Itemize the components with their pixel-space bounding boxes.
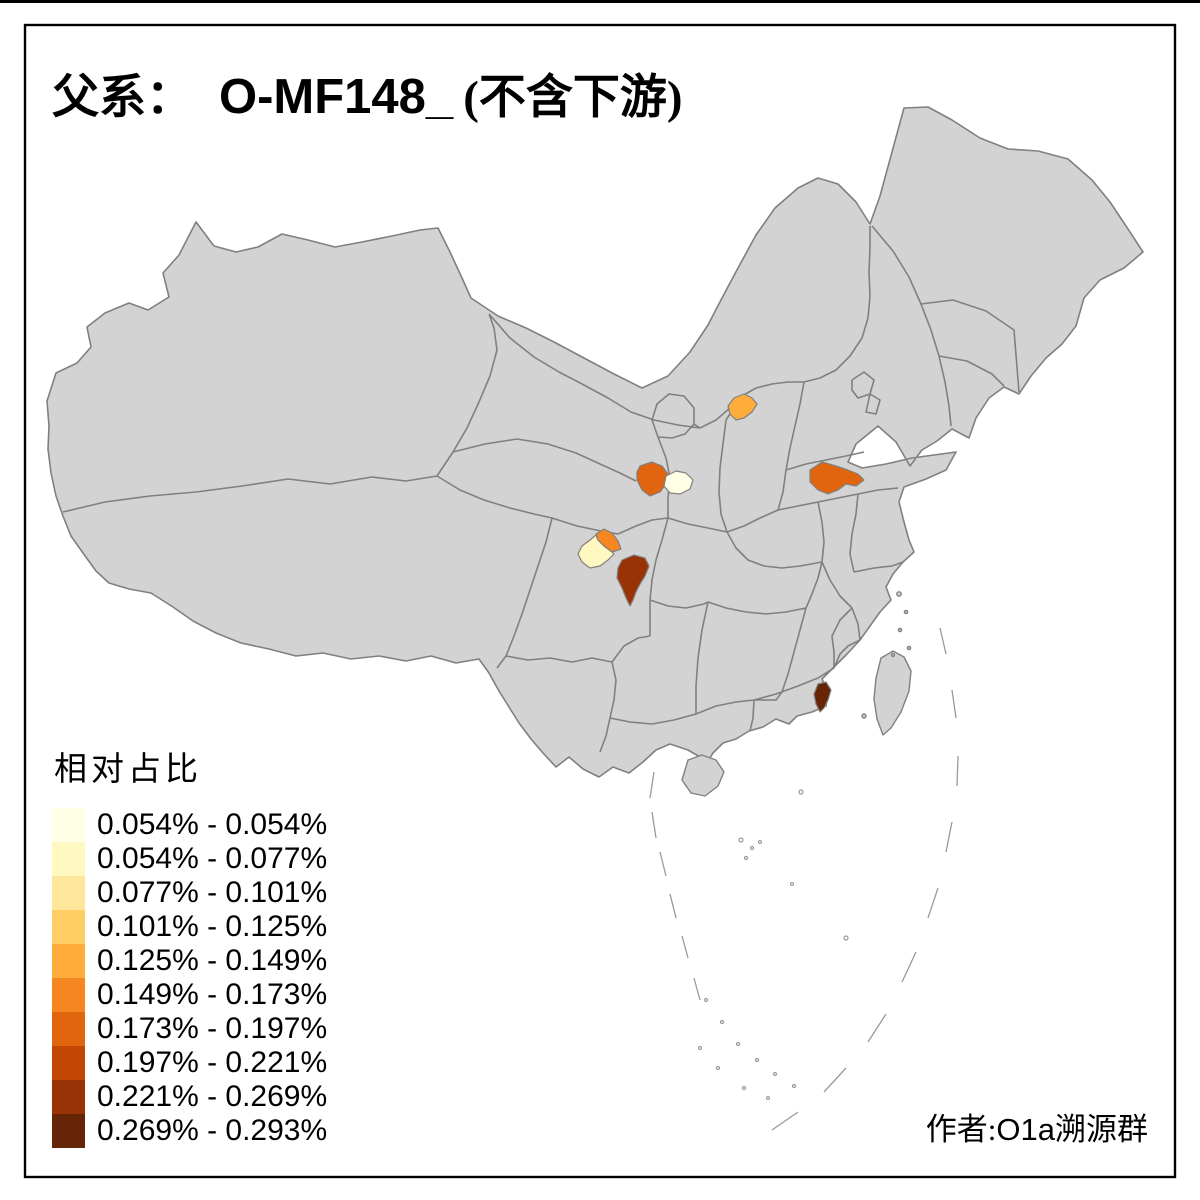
legend-swatch xyxy=(52,1114,85,1148)
legend-swatch xyxy=(52,1080,85,1114)
legend-row: 0.269% - 0.293% xyxy=(52,1114,327,1148)
legend-row: 0.054% - 0.077% xyxy=(52,842,327,876)
legend-label: 0.054% - 0.077% xyxy=(97,842,328,875)
map-title: 父系： O-MF148_ (不含下游) xyxy=(52,58,683,127)
legend-row: 0.173% - 0.197% xyxy=(52,1012,327,1046)
region-southeast-gansu xyxy=(636,461,669,497)
legend-swatch xyxy=(52,876,85,910)
legend-label: 0.173% - 0.197% xyxy=(97,1012,328,1045)
title-prefix: 父系： xyxy=(52,72,193,124)
credit-suffix: 溯源群 xyxy=(1055,1112,1148,1147)
south-china-sea-marks xyxy=(649,627,959,1131)
region-northwest-sichuan-strip xyxy=(595,528,622,553)
highlighted-regions xyxy=(577,393,865,713)
legend-swatch xyxy=(52,944,85,978)
legend-label: 0.054% - 0.054% xyxy=(97,808,328,841)
legend-label: 0.077% - 0.101% xyxy=(97,876,328,909)
credit-latin: O1a xyxy=(996,1112,1055,1147)
legend-row: 0.125% - 0.149% xyxy=(52,944,327,978)
islands xyxy=(681,591,912,797)
legend-title: 相对占比 xyxy=(54,752,202,788)
legend-row: 0.221% - 0.269% xyxy=(52,1080,327,1114)
legend-row: 0.197% - 0.221% xyxy=(52,1046,327,1080)
sea-islets xyxy=(697,789,849,1101)
title-haplogroup: O-MF148_ xyxy=(219,70,454,124)
legend-swatch xyxy=(52,1046,85,1080)
province-borders xyxy=(62,225,1020,753)
legend-swatch xyxy=(52,808,85,842)
author-credit: 作者:O1a溯源群 xyxy=(926,1104,1148,1149)
legend-swatch xyxy=(52,910,85,944)
taiwan-island xyxy=(873,650,912,736)
legend-label: 0.125% - 0.149% xyxy=(97,944,328,977)
legend-row: 0.054% - 0.054% xyxy=(52,808,327,842)
legend-label: 0.197% - 0.221% xyxy=(97,1046,328,1079)
china-mainland xyxy=(46,106,1144,778)
region-south-sichuan xyxy=(616,554,650,607)
title-suffix: (不含下游) xyxy=(463,72,683,124)
legend-label: 0.149% - 0.173% xyxy=(97,978,328,1011)
legend: 相对占比 0.054% - 0.054% 0.054% - 0.077% 0.0… xyxy=(52,742,327,1148)
credit-prefix: 作者: xyxy=(925,1112,997,1147)
legend-label: 0.269% - 0.293% xyxy=(97,1114,328,1147)
nine-dash-line xyxy=(649,627,959,1131)
region-southwest-shandong xyxy=(809,461,865,495)
legend-row: 0.077% - 0.101% xyxy=(52,876,327,910)
legend-row: 0.101% - 0.125% xyxy=(52,910,327,944)
hainan-island xyxy=(681,754,725,797)
legend-label: 0.221% - 0.269% xyxy=(97,1080,328,1113)
legend-row: 0.149% - 0.173% xyxy=(52,978,327,1012)
region-central-shanxi xyxy=(727,393,758,421)
window-top-edge xyxy=(0,0,1200,3)
region-west-shaanxi xyxy=(663,470,694,495)
legend-swatch xyxy=(52,978,85,1012)
region-east-guangdong xyxy=(813,681,832,713)
legend-swatch xyxy=(52,1012,85,1046)
legend-swatch xyxy=(52,842,85,876)
plot-frame xyxy=(23,23,1177,1179)
legend-label: 0.101% - 0.125% xyxy=(97,910,328,943)
